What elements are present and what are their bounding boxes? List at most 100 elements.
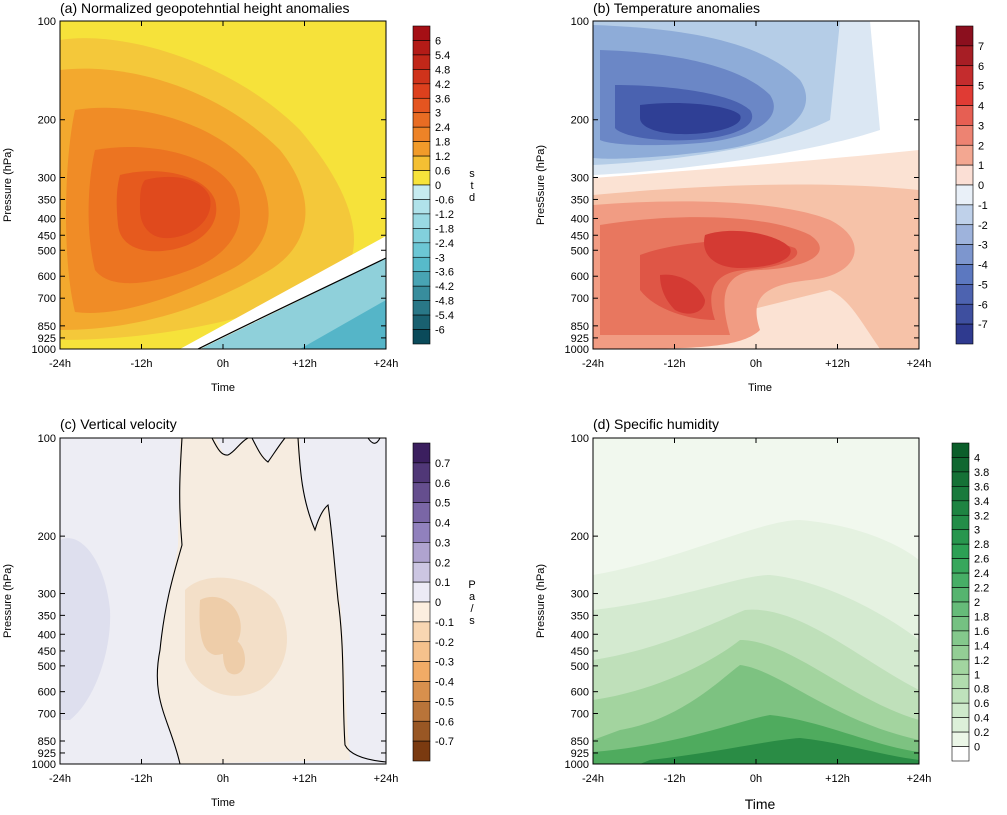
colorbar-label: -3 — [978, 240, 988, 252]
colorbar-box — [412, 740, 431, 762]
colorbar-label: 0.2 — [435, 557, 450, 569]
colorbar-box — [412, 199, 431, 215]
panel-a-plot-area — [60, 21, 386, 349]
colorbar-label: 0.1 — [435, 577, 450, 589]
y-tick-label: 700 — [571, 293, 589, 305]
colorbar-label: 4 — [974, 452, 980, 464]
x-tick-label: +24h — [907, 358, 932, 370]
colorbar-label: -0.2 — [435, 637, 454, 649]
colorbar-label: 3.6 — [435, 93, 450, 105]
colorbar-label: -2.4 — [435, 238, 454, 250]
colorbar-label: 1.8 — [435, 137, 450, 149]
colorbar-label: 0.3 — [435, 537, 450, 549]
x-tick-label: -12h — [663, 773, 685, 785]
panel-a-x-ticks: -24h -12h 0h +12h +24h — [49, 21, 398, 370]
x-tick-label: +12h — [292, 773, 317, 785]
y-tick-label: 350 — [571, 194, 589, 206]
y-tick-label: 450 — [38, 230, 56, 242]
colorbar-box — [412, 25, 431, 41]
colorbar-label: 0.5 — [435, 498, 450, 510]
panel-b-warm-core-low — [660, 274, 705, 314]
panel-c-colorbar: 0.7 0.6 0.5 0.4 0.3 0.2 0.1 0 -0.1 -0.2 -0.3 -0.4 -0… — [412, 442, 476, 762]
colorbar-box — [951, 645, 970, 661]
colorbar-box — [955, 125, 974, 146]
colorbar-box — [412, 720, 431, 742]
y-tick-label: 850 — [38, 321, 56, 333]
colorbar-box — [412, 271, 431, 287]
colorbar-box — [951, 500, 970, 516]
colorbar-box — [951, 558, 970, 574]
panel-c: (c) Vertical velocity 100 200 300 350 400 450… — [2, 416, 476, 809]
panel-d-humidity-band-7 — [640, 738, 919, 764]
colorbar-label: 0 — [974, 742, 980, 754]
panel-c-ylabel: Pressure (hPa) — [2, 564, 14, 638]
colorbar-box — [951, 630, 970, 646]
colorbar-label: 2.4 — [435, 122, 450, 134]
y-tick-label: 925 — [38, 333, 56, 345]
y-tick-label: 1000 — [32, 344, 56, 356]
colorbar-label: 2 — [978, 140, 984, 152]
colorbar-label: 0 — [435, 597, 441, 609]
panel-d-plot-area — [593, 438, 919, 764]
x-tick-label: 0h — [750, 358, 762, 370]
panel-a-negative-region-deep — [300, 300, 386, 349]
colorbar-unit: s — [469, 615, 475, 627]
colorbar-box — [951, 616, 970, 632]
panel-b-ylabel: Pres5sure (hPa) — [535, 145, 547, 225]
y-tick-label: 700 — [571, 709, 589, 721]
colorbar-box — [412, 329, 431, 345]
colorbar-box — [412, 581, 431, 603]
colorbar-label: 1 — [978, 160, 984, 172]
colorbar-box — [412, 542, 431, 563]
y-tick-label: 500 — [38, 661, 56, 673]
colorbar-box — [412, 155, 431, 171]
colorbar-box — [412, 641, 431, 662]
y-tick-label: 850 — [38, 736, 56, 748]
colorbar-label: 3.8 — [974, 467, 989, 479]
colorbar-box — [412, 40, 431, 56]
colorbar-box — [951, 746, 970, 762]
panel-d-colorbar: 4 3.8 3.6 3.4 3.2 3 2.8 2.6 2.4 2.2 2 1.8 1.6 1.4 1.2 1… — [951, 442, 989, 762]
colorbar-label: 0 — [978, 180, 984, 192]
x-tick-label: -24h — [582, 358, 604, 370]
y-tick-label: 300 — [38, 172, 56, 184]
colorbar-box — [955, 105, 974, 126]
x-tick-label: +12h — [292, 358, 317, 370]
y-tick-label: 350 — [571, 610, 589, 622]
colorbar-box — [951, 702, 970, 718]
colorbar-box — [951, 659, 970, 675]
panel-c-negative-patch-3 — [223, 638, 245, 675]
colorbar-label: 3.2 — [974, 510, 989, 522]
colorbar-label: -0.6 — [435, 716, 454, 728]
colorbar-box — [412, 228, 431, 244]
colorbar-label: -7 — [978, 319, 988, 331]
colorbar-label: 0.6 — [974, 698, 989, 710]
colorbar-box — [951, 688, 970, 704]
colorbar-label: 3 — [978, 120, 984, 132]
colorbar-unit: s — [469, 168, 475, 180]
colorbar-box — [951, 601, 970, 617]
colorbar-box — [951, 572, 970, 588]
colorbar-label: -0.3 — [435, 657, 454, 669]
panel-c-plot-area — [60, 438, 386, 764]
y-tick-label: 200 — [38, 115, 56, 127]
colorbar-label: 6 — [978, 61, 984, 73]
colorbar-box — [412, 213, 431, 229]
colorbar-label: -3 — [435, 252, 445, 264]
colorbar-unit: P — [468, 579, 475, 591]
colorbar-label: 5.4 — [435, 50, 450, 62]
colorbar-label: 0.8 — [974, 684, 989, 696]
colorbar-box — [951, 529, 970, 545]
colorbar-box — [955, 25, 974, 47]
colorbar-box — [412, 112, 431, 128]
colorbar-box — [951, 442, 970, 458]
y-tick-label: 500 — [571, 661, 589, 673]
panel-a-zero-contour — [197, 257, 386, 349]
panel-a-title: (a) Normalized geopotehntial height anom… — [60, 0, 350, 16]
colorbar-box — [951, 717, 970, 733]
colorbar-label: -5.4 — [435, 310, 454, 322]
colorbar-box — [951, 457, 970, 473]
x-tick-label: -12h — [130, 358, 152, 370]
colorbar-box — [955, 164, 974, 186]
